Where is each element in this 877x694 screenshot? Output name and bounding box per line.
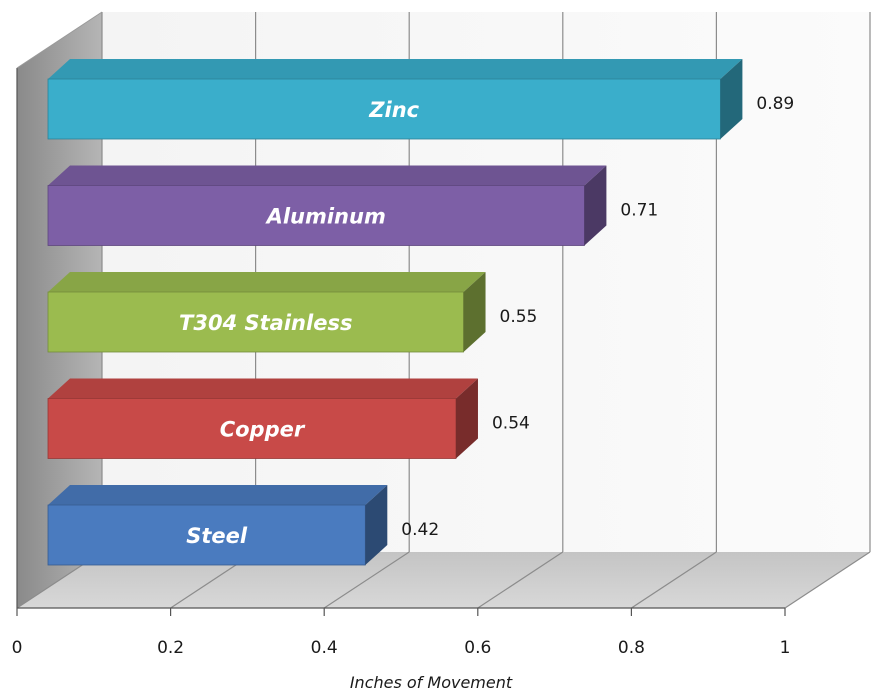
x-axis-title: Inches of Movement <box>350 673 513 692</box>
bar-end-face <box>720 59 743 139</box>
x-tick-label: 0 <box>12 638 23 658</box>
bar <box>47 504 366 566</box>
bar-value-label: 0.55 <box>500 307 538 327</box>
floor <box>17 552 870 608</box>
x-tick-labels: 0 0.2 0.4 0.6 0.8 1 <box>12 638 791 658</box>
bar-top-face <box>48 59 743 79</box>
x-tick-label: 0.8 <box>618 638 645 658</box>
bar <box>47 398 457 459</box>
bar-end-face <box>455 378 478 459</box>
x-tick-label: 0.2 <box>157 638 184 658</box>
bar-end-face <box>463 272 486 352</box>
bar-value-label: 0.42 <box>401 520 439 540</box>
bar-category-label: Zinc <box>368 98 419 122</box>
bar <box>47 78 721 140</box>
bar-top-face <box>48 378 478 399</box>
bar-zinc: Zinc 0.89 <box>47 59 794 140</box>
bar-category-label: Steel <box>186 524 248 548</box>
bar-top-face <box>48 165 607 186</box>
bar-category-label: T304 Stainless <box>179 311 352 335</box>
floor-gridline <box>631 551 717 609</box>
floor-gridline <box>323 551 410 609</box>
x-tick-label: 0.6 <box>464 638 491 658</box>
bar-end-face <box>365 485 388 565</box>
bar <box>47 291 464 353</box>
bar-top-face <box>48 272 486 292</box>
bar-value-label: 0.71 <box>620 201 658 221</box>
bar-steel: Steel 0.42 <box>47 485 439 566</box>
bar-t304-stainless: T304 Stainless 0.55 <box>47 272 538 353</box>
bar-aluminum: Aluminum 0.71 <box>47 165 658 246</box>
bar-category-label: Copper <box>220 418 306 442</box>
bars: Zinc 0.89 Aluminum 0.71 T304 Stainless 0.55 Co… <box>47 59 794 566</box>
bar-category-label: Aluminum <box>265 205 386 229</box>
bar-top-face <box>48 485 388 505</box>
wall-edge <box>16 11 103 69</box>
bar-copper: Copper 0.54 <box>47 378 530 459</box>
bar-end-face <box>584 165 607 246</box>
floor-gridline <box>477 551 564 609</box>
x-tick-label: 1 <box>780 638 791 658</box>
x-tick-label: 0.4 <box>311 638 338 658</box>
bar-value-label: 0.54 <box>492 414 530 434</box>
floor-gridline <box>784 551 871 609</box>
bar-value-label: 0.89 <box>756 94 794 114</box>
